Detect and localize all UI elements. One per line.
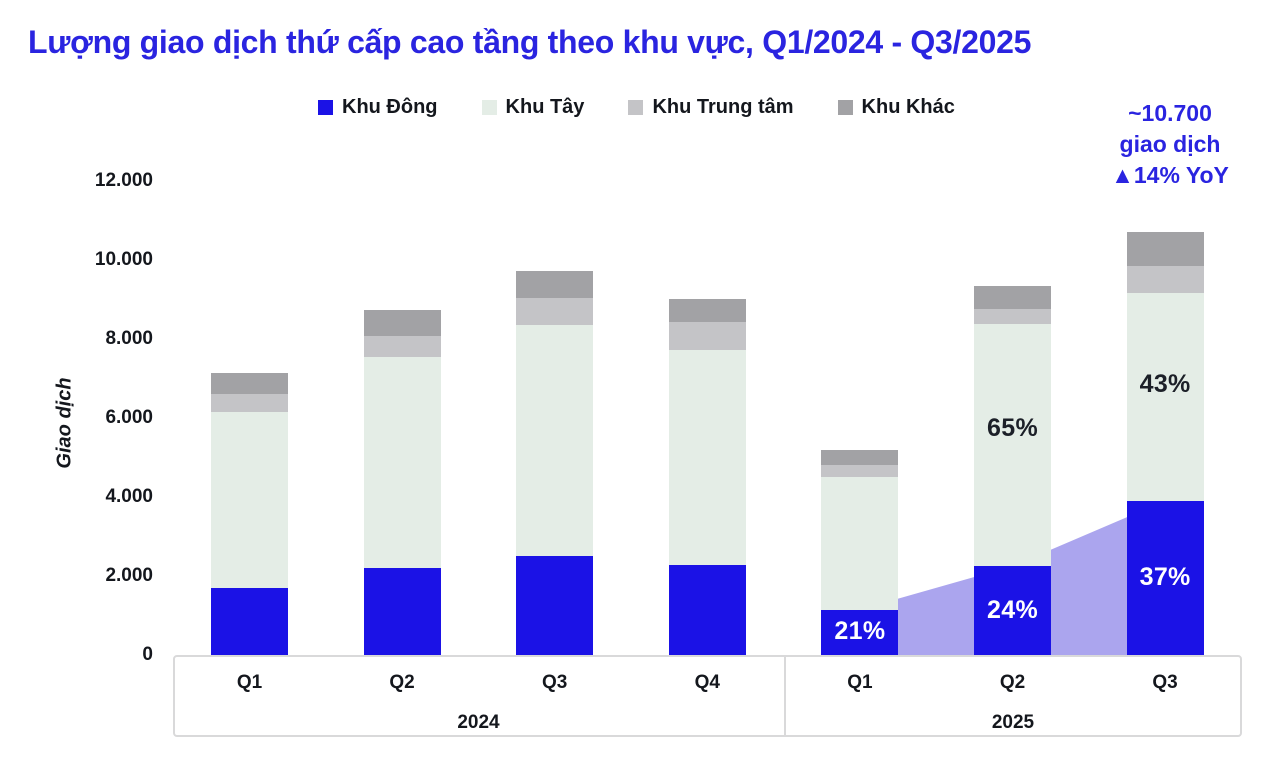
legend-label: Khu Trung tâm [652,96,794,118]
legend-label: Khu Tây [505,96,585,118]
y-axis-tick-label: 12.000 [94,170,153,191]
bar-percentage-label: 43% [1139,369,1191,398]
bar-segment-khu-tây-q2-2025 [974,323,1051,567]
x-axis-quarter-label: Q3 [542,672,568,693]
bar-percentage-label: 37% [1139,562,1191,591]
x-axis-year-label: 2025 [991,712,1035,733]
x-axis-quarter-label: Q1 [236,672,263,693]
x-axis-quarter-label: Q1 [847,672,873,693]
legend-swatch [628,100,644,115]
bar-segment-khu-trung-tâm-q4-2024 [668,321,746,351]
bar-segment-khu-tây-q2-2024 [363,356,441,569]
kpi-value: ~10.700 [1128,100,1212,126]
bar-segment-khu-đông-q2-2024 [363,568,441,655]
bar-segment-khu-đông-q3-2025 [1126,500,1204,655]
y-axis-tick-label: 8.000 [105,328,153,349]
bar-segment-khu-khác-q2-2025 [974,285,1051,309]
bar-percentage-label: 65% [987,414,1038,443]
legend-label: Khu Khác [861,96,955,118]
bar-segment-khu-trung-tâm-q3-2024 [516,297,594,326]
legend-item-2: Khu Trung tâm [628,96,794,119]
y-axis-tick-label: 2.000 [105,565,153,586]
bar-segment-khu-tây-q3-2024 [516,325,594,557]
bar-segment-khu-đông-q2-2025 [974,566,1051,655]
x-axis-quarter-label: Q2 [999,672,1026,693]
x-axis-quarter-label: Q3 [1152,672,1178,693]
kpi-yoy: ▲14% YoY [1111,162,1229,188]
bar-segment-khu-tây-q3-2025 [1126,292,1204,501]
bar-segment-khu-tây-q4-2024 [668,350,746,566]
bar-percentage-label: 21% [834,617,886,646]
legend-item-1: Khu Tây [481,96,585,119]
x-axis-group-divider [784,655,786,737]
x-axis-year-label: 2024 [457,712,500,733]
legend-swatch [318,100,333,115]
bar-segment-khu-khác-q3-2025 [1126,232,1204,266]
legend-swatch [481,100,497,115]
bar-segment-khu-đông-q1-2025 [821,609,899,655]
bar-segment-khu-khác-q2-2024 [363,310,441,336]
y-axis-tick-label: 0 [142,644,153,665]
x-axis-box [173,655,1242,737]
y-axis-tick-label: 10.000 [94,249,153,270]
bar-segment-khu-tây-q1-2024 [211,412,288,588]
legend: Khu Đông Khu Tây Khu Trung tâm Khu Khác [318,96,955,119]
x-axis-quarter-label: Q4 [694,672,720,693]
bar-percentage-label: 24% [987,595,1038,624]
chart-title: Lượng giao dịch thứ cấp cao tầng theo kh… [28,24,1032,60]
bar-segment-khu-tây-q1-2025 [821,477,899,610]
bar-segment-khu-đông-q1-2024 [211,587,288,655]
y-axis-tick-label: 4.000 [105,486,153,507]
bar-segment-khu-trung-tâm-q3-2025 [1126,265,1204,293]
kpi-annotation: ~10.700 giao dịch ▲14% YoY [1095,98,1245,191]
bar-segment-khu-khác-q3-2024 [516,270,594,298]
bar-segment-khu-trung-tâm-q2-2025 [974,308,1051,324]
legend-item-3: Khu Khác [837,96,955,119]
legend-label: Khu Đông [342,96,438,118]
kpi-unit: giao dịch [1119,131,1221,157]
legend-swatch [837,100,853,115]
bar-segment-khu-khác-q4-2024 [668,299,746,322]
bar-segment-khu-trung-tâm-q1-2024 [211,394,288,413]
bar-segment-khu-khác-q1-2025 [821,450,899,466]
bar-segment-khu-khác-q1-2024 [211,372,288,395]
legend-item-0: Khu Đông [318,96,438,119]
bar-segment-khu-trung-tâm-q1-2025 [821,465,899,478]
bar-segment-khu-đông-q4-2024 [668,565,746,655]
bar-segment-khu-đông-q3-2024 [516,556,594,655]
bar-segment-khu-trung-tâm-q2-2024 [363,335,441,357]
x-axis-quarter-label: Q2 [389,672,415,693]
y-axis-tick-label: 6.000 [105,407,153,428]
